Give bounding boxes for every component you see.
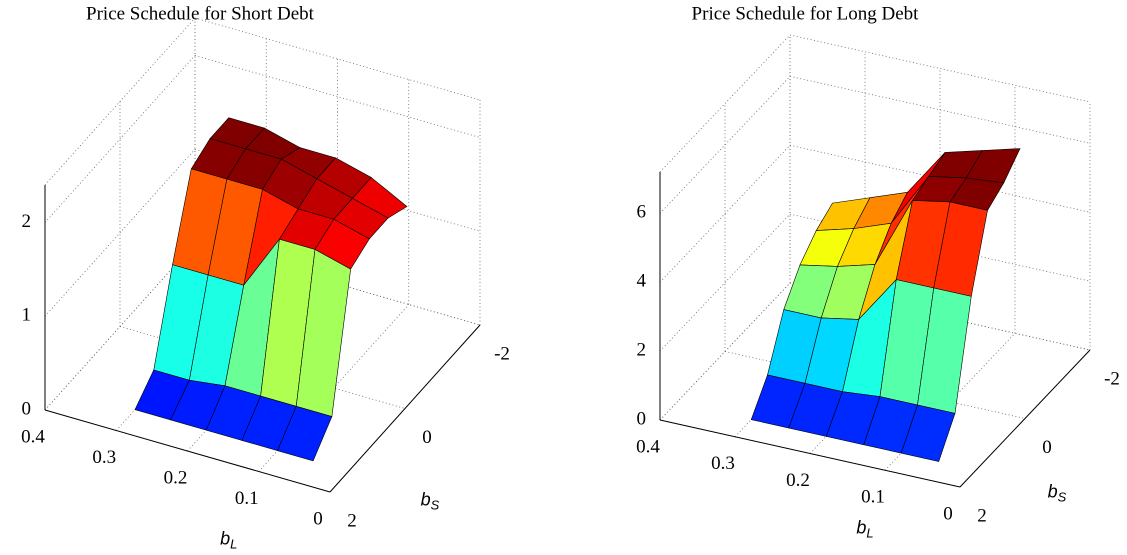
box-edge	[194, 17, 481, 101]
z-tick-label: 2	[22, 211, 32, 232]
x-axis-label-base: b	[1048, 481, 1058, 501]
y-tick-label: 0.4	[636, 436, 660, 457]
x-tick-label: 2	[347, 510, 357, 531]
x-axis-label: bS	[1048, 481, 1067, 505]
grid-line	[724, 351, 1026, 419]
grid-line	[789, 144, 1091, 213]
x-axis	[959, 349, 1091, 488]
grid-line	[789, 282, 1091, 351]
grid-line	[44, 55, 196, 223]
y-axis-label-sub: L	[866, 526, 873, 541]
x-axis-label: bS	[421, 489, 440, 513]
grid-line	[194, 55, 481, 138]
y-axis-label: bL	[856, 517, 873, 541]
grid-line	[44, 148, 196, 317]
z-tick-label: 0	[637, 408, 647, 429]
y-tick-label: 0.1	[861, 487, 885, 508]
grid-line	[789, 213, 1091, 282]
x-axis-label-sub: S	[431, 498, 440, 513]
x-axis-label-base: b	[421, 489, 431, 509]
z-tick-label: 4	[637, 271, 647, 292]
box-edge	[44, 17, 196, 186]
y-tick-label: 0.1	[235, 488, 259, 509]
y-tick-label: 0.3	[92, 447, 116, 468]
grid-line	[789, 75, 1091, 144]
grid-line	[44, 242, 196, 411]
y-axis-label: bL	[220, 528, 237, 552]
x-axis-label-sub: S	[1058, 490, 1067, 505]
x-axis	[329, 324, 481, 493]
y-axis-label-base: b	[856, 517, 866, 537]
y-tick-label: 0.2	[786, 470, 810, 491]
y-axis	[659, 419, 961, 488]
x-tick-label: 2	[977, 505, 987, 526]
y-tick-label: 0.3	[711, 453, 735, 474]
surface-cell	[277, 405, 333, 462]
z-tick-label: 1	[22, 305, 32, 326]
chart-title: Price Schedule for Long Debt	[692, 3, 920, 24]
x-tick-label: 0	[422, 427, 432, 448]
y-axis	[44, 409, 331, 493]
z-tick-label: 6	[637, 202, 647, 223]
y-axis-label-sub: L	[230, 537, 237, 552]
z-tick-label: 0	[22, 398, 32, 419]
box-edge	[789, 34, 1091, 103]
x-tick-label: 0	[1042, 437, 1052, 458]
surface-cell	[900, 404, 956, 462]
grid-line	[659, 213, 791, 352]
y-tick-label: 0.4	[21, 426, 45, 447]
chart-title: Price Schedule for Short Debt	[86, 3, 315, 24]
y-tick-label: 0	[313, 508, 323, 529]
x-tick-label: -2	[1104, 368, 1120, 389]
y-tick-label: 0.2	[164, 467, 188, 488]
y-tick-label: 0	[943, 503, 953, 524]
z-tick-label: 2	[637, 339, 647, 360]
x-tick-label: -2	[494, 343, 510, 364]
y-axis-label-base: b	[220, 528, 230, 548]
